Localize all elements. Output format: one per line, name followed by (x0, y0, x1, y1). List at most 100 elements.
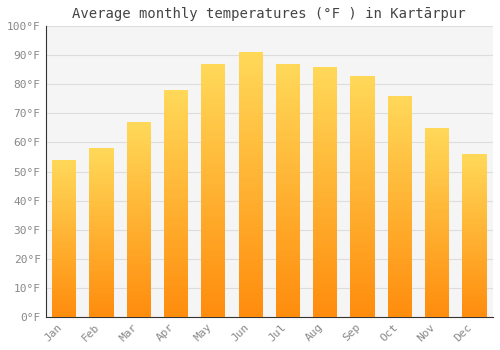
Bar (350, 134, 374, 136)
Bar (425, 213, 449, 215)
Bar (164, 95, 188, 97)
Bar (90, 152, 114, 153)
Bar (90, 165, 114, 167)
Bar (90, 290, 114, 292)
Bar (238, 230, 263, 232)
Bar (425, 224, 449, 226)
Bar (126, 249, 151, 251)
Bar (201, 284, 226, 286)
Bar (350, 281, 374, 283)
Bar (313, 202, 338, 204)
Bar (90, 310, 114, 312)
Bar (126, 257, 151, 258)
Bar (238, 290, 263, 293)
Bar (238, 303, 263, 306)
Bar (238, 301, 263, 303)
Bar (462, 255, 486, 257)
Bar (388, 120, 412, 122)
Bar (276, 74, 300, 77)
Bar (313, 117, 338, 119)
Bar (313, 192, 338, 194)
Bar (164, 251, 188, 253)
Bar (52, 296, 76, 298)
Bar (462, 314, 486, 315)
Bar (164, 244, 188, 246)
Bar (201, 170, 226, 173)
Bar (350, 182, 374, 184)
Bar (462, 178, 486, 180)
Bar (388, 213, 412, 215)
Bar (238, 66, 263, 68)
Bar (201, 77, 226, 79)
Bar (238, 95, 263, 97)
Bar (52, 306, 76, 307)
Bar (164, 183, 188, 186)
Bar (462, 162, 486, 164)
Bar (90, 178, 114, 180)
Bar (126, 268, 151, 270)
Bar (90, 236, 114, 238)
Bar (90, 153, 114, 155)
Bar (350, 160, 374, 162)
Bar (313, 157, 338, 159)
Bar (126, 264, 151, 266)
Bar (350, 165, 374, 167)
Bar (201, 218, 226, 221)
Bar (201, 74, 226, 77)
Bar (276, 77, 300, 79)
Bar (126, 241, 151, 243)
Bar (90, 182, 114, 184)
Bar (388, 109, 412, 111)
Bar (388, 293, 412, 295)
Bar (126, 278, 151, 280)
Bar (164, 113, 188, 115)
Bar (238, 150, 263, 153)
Bar (126, 153, 151, 155)
Bar (276, 180, 300, 183)
Bar (313, 259, 338, 262)
Bar (201, 107, 226, 110)
Bar (462, 223, 486, 224)
Bar (90, 212, 114, 214)
Bar (126, 136, 151, 138)
Bar (164, 192, 188, 195)
Bar (126, 233, 151, 235)
Bar (462, 183, 486, 185)
Bar (238, 55, 263, 58)
Bar (90, 293, 114, 295)
Bar (201, 292, 226, 294)
Bar (350, 126, 374, 129)
Bar (425, 290, 449, 292)
Bar (462, 257, 486, 258)
Bar (313, 110, 338, 112)
Bar (164, 90, 188, 92)
Bar (276, 271, 300, 274)
Bar (276, 299, 300, 302)
Bar (164, 152, 188, 154)
Bar (425, 184, 449, 187)
Bar (90, 175, 114, 177)
Bar (238, 142, 263, 145)
Bar (350, 230, 374, 232)
Bar (462, 258, 486, 260)
Bar (126, 208, 151, 210)
Bar (462, 286, 486, 287)
Bar (425, 264, 449, 266)
Bar (350, 196, 374, 199)
Bar (126, 222, 151, 223)
Bar (52, 213, 76, 215)
Bar (462, 159, 486, 161)
Bar (90, 273, 114, 275)
Bar (238, 97, 263, 100)
Bar (201, 196, 226, 198)
Bar (164, 147, 188, 149)
Bar (388, 103, 412, 105)
Bar (164, 190, 188, 192)
Bar (425, 247, 449, 249)
Bar (313, 69, 338, 72)
Bar (350, 218, 374, 220)
Bar (462, 266, 486, 268)
Bar (238, 277, 263, 280)
Bar (126, 270, 151, 272)
Bar (276, 122, 300, 125)
